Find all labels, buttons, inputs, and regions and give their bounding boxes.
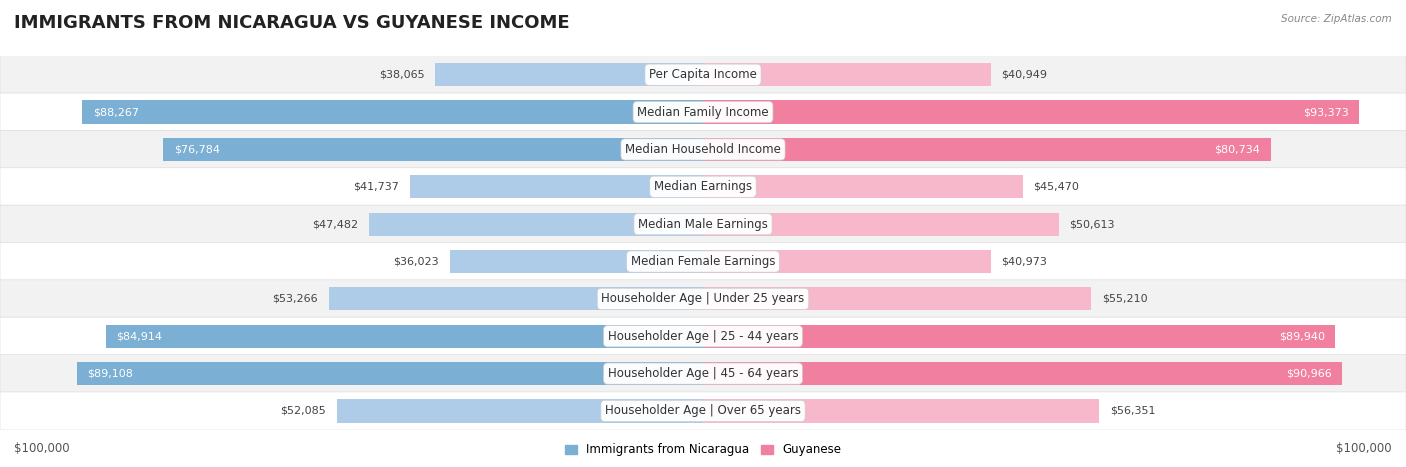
Bar (76, 362, 703, 385)
Text: $41,737: $41,737 (353, 182, 399, 192)
Bar (83, 100, 703, 124)
Text: $50,613: $50,613 (1070, 219, 1115, 229)
Text: $45,470: $45,470 (1033, 182, 1078, 192)
FancyBboxPatch shape (0, 168, 1406, 206)
FancyBboxPatch shape (0, 130, 1406, 169)
Text: $38,065: $38,065 (380, 70, 425, 80)
Text: IMMIGRANTS FROM NICARAGUA VS GUYANESE INCOME: IMMIGRANTS FROM NICARAGUA VS GUYANESE IN… (14, 14, 569, 32)
Bar (703, 138, 1271, 161)
FancyBboxPatch shape (0, 56, 1406, 94)
Bar (703, 100, 1360, 124)
Bar (703, 212, 1059, 236)
FancyBboxPatch shape (0, 205, 1406, 243)
Bar (370, 212, 703, 236)
Text: $76,784: $76,784 (174, 144, 219, 155)
Text: Median Earnings: Median Earnings (654, 180, 752, 193)
Text: Householder Age | Over 65 years: Householder Age | Over 65 years (605, 404, 801, 417)
Text: $40,949: $40,949 (1001, 70, 1047, 80)
Text: Householder Age | 45 - 64 years: Householder Age | 45 - 64 years (607, 367, 799, 380)
Bar (703, 63, 991, 86)
FancyBboxPatch shape (0, 93, 1406, 131)
Text: $47,482: $47,482 (312, 219, 359, 229)
Text: $100,000: $100,000 (14, 442, 70, 455)
Text: Median Female Earnings: Median Female Earnings (631, 255, 775, 268)
Text: $89,108: $89,108 (87, 368, 134, 379)
Bar (450, 250, 703, 273)
Text: $53,266: $53,266 (273, 294, 318, 304)
Bar (703, 287, 1091, 311)
Bar (337, 399, 703, 423)
Text: $100,000: $100,000 (1336, 442, 1392, 455)
Bar (163, 138, 703, 161)
Text: $55,210: $55,210 (1102, 294, 1147, 304)
Bar (703, 175, 1022, 198)
Text: $40,973: $40,973 (1001, 256, 1047, 267)
Bar (703, 362, 1343, 385)
Bar (436, 63, 703, 86)
Bar (703, 250, 991, 273)
Text: $84,914: $84,914 (117, 331, 163, 341)
Text: $89,940: $89,940 (1278, 331, 1324, 341)
Text: $56,351: $56,351 (1109, 406, 1156, 416)
Text: Median Household Income: Median Household Income (626, 143, 780, 156)
Text: $90,966: $90,966 (1286, 368, 1331, 379)
Bar (105, 325, 703, 348)
Text: Householder Age | 25 - 44 years: Householder Age | 25 - 44 years (607, 330, 799, 343)
Text: Median Male Earnings: Median Male Earnings (638, 218, 768, 231)
Text: $36,023: $36,023 (394, 256, 439, 267)
Text: $52,085: $52,085 (281, 406, 326, 416)
Bar (329, 287, 703, 311)
Bar (703, 399, 1099, 423)
Text: Householder Age | Under 25 years: Householder Age | Under 25 years (602, 292, 804, 305)
Text: $93,373: $93,373 (1303, 107, 1348, 117)
FancyBboxPatch shape (0, 280, 1406, 318)
FancyBboxPatch shape (0, 392, 1406, 430)
Legend: Immigrants from Nicaragua, Guyanese: Immigrants from Nicaragua, Guyanese (565, 444, 841, 456)
FancyBboxPatch shape (0, 317, 1406, 355)
Bar (703, 325, 1336, 348)
Text: Median Family Income: Median Family Income (637, 106, 769, 119)
Text: Source: ZipAtlas.com: Source: ZipAtlas.com (1281, 14, 1392, 24)
Text: $88,267: $88,267 (93, 107, 139, 117)
Text: $80,734: $80,734 (1215, 144, 1260, 155)
Bar (409, 175, 703, 198)
Text: Per Capita Income: Per Capita Income (650, 68, 756, 81)
FancyBboxPatch shape (0, 242, 1406, 281)
FancyBboxPatch shape (0, 354, 1406, 393)
